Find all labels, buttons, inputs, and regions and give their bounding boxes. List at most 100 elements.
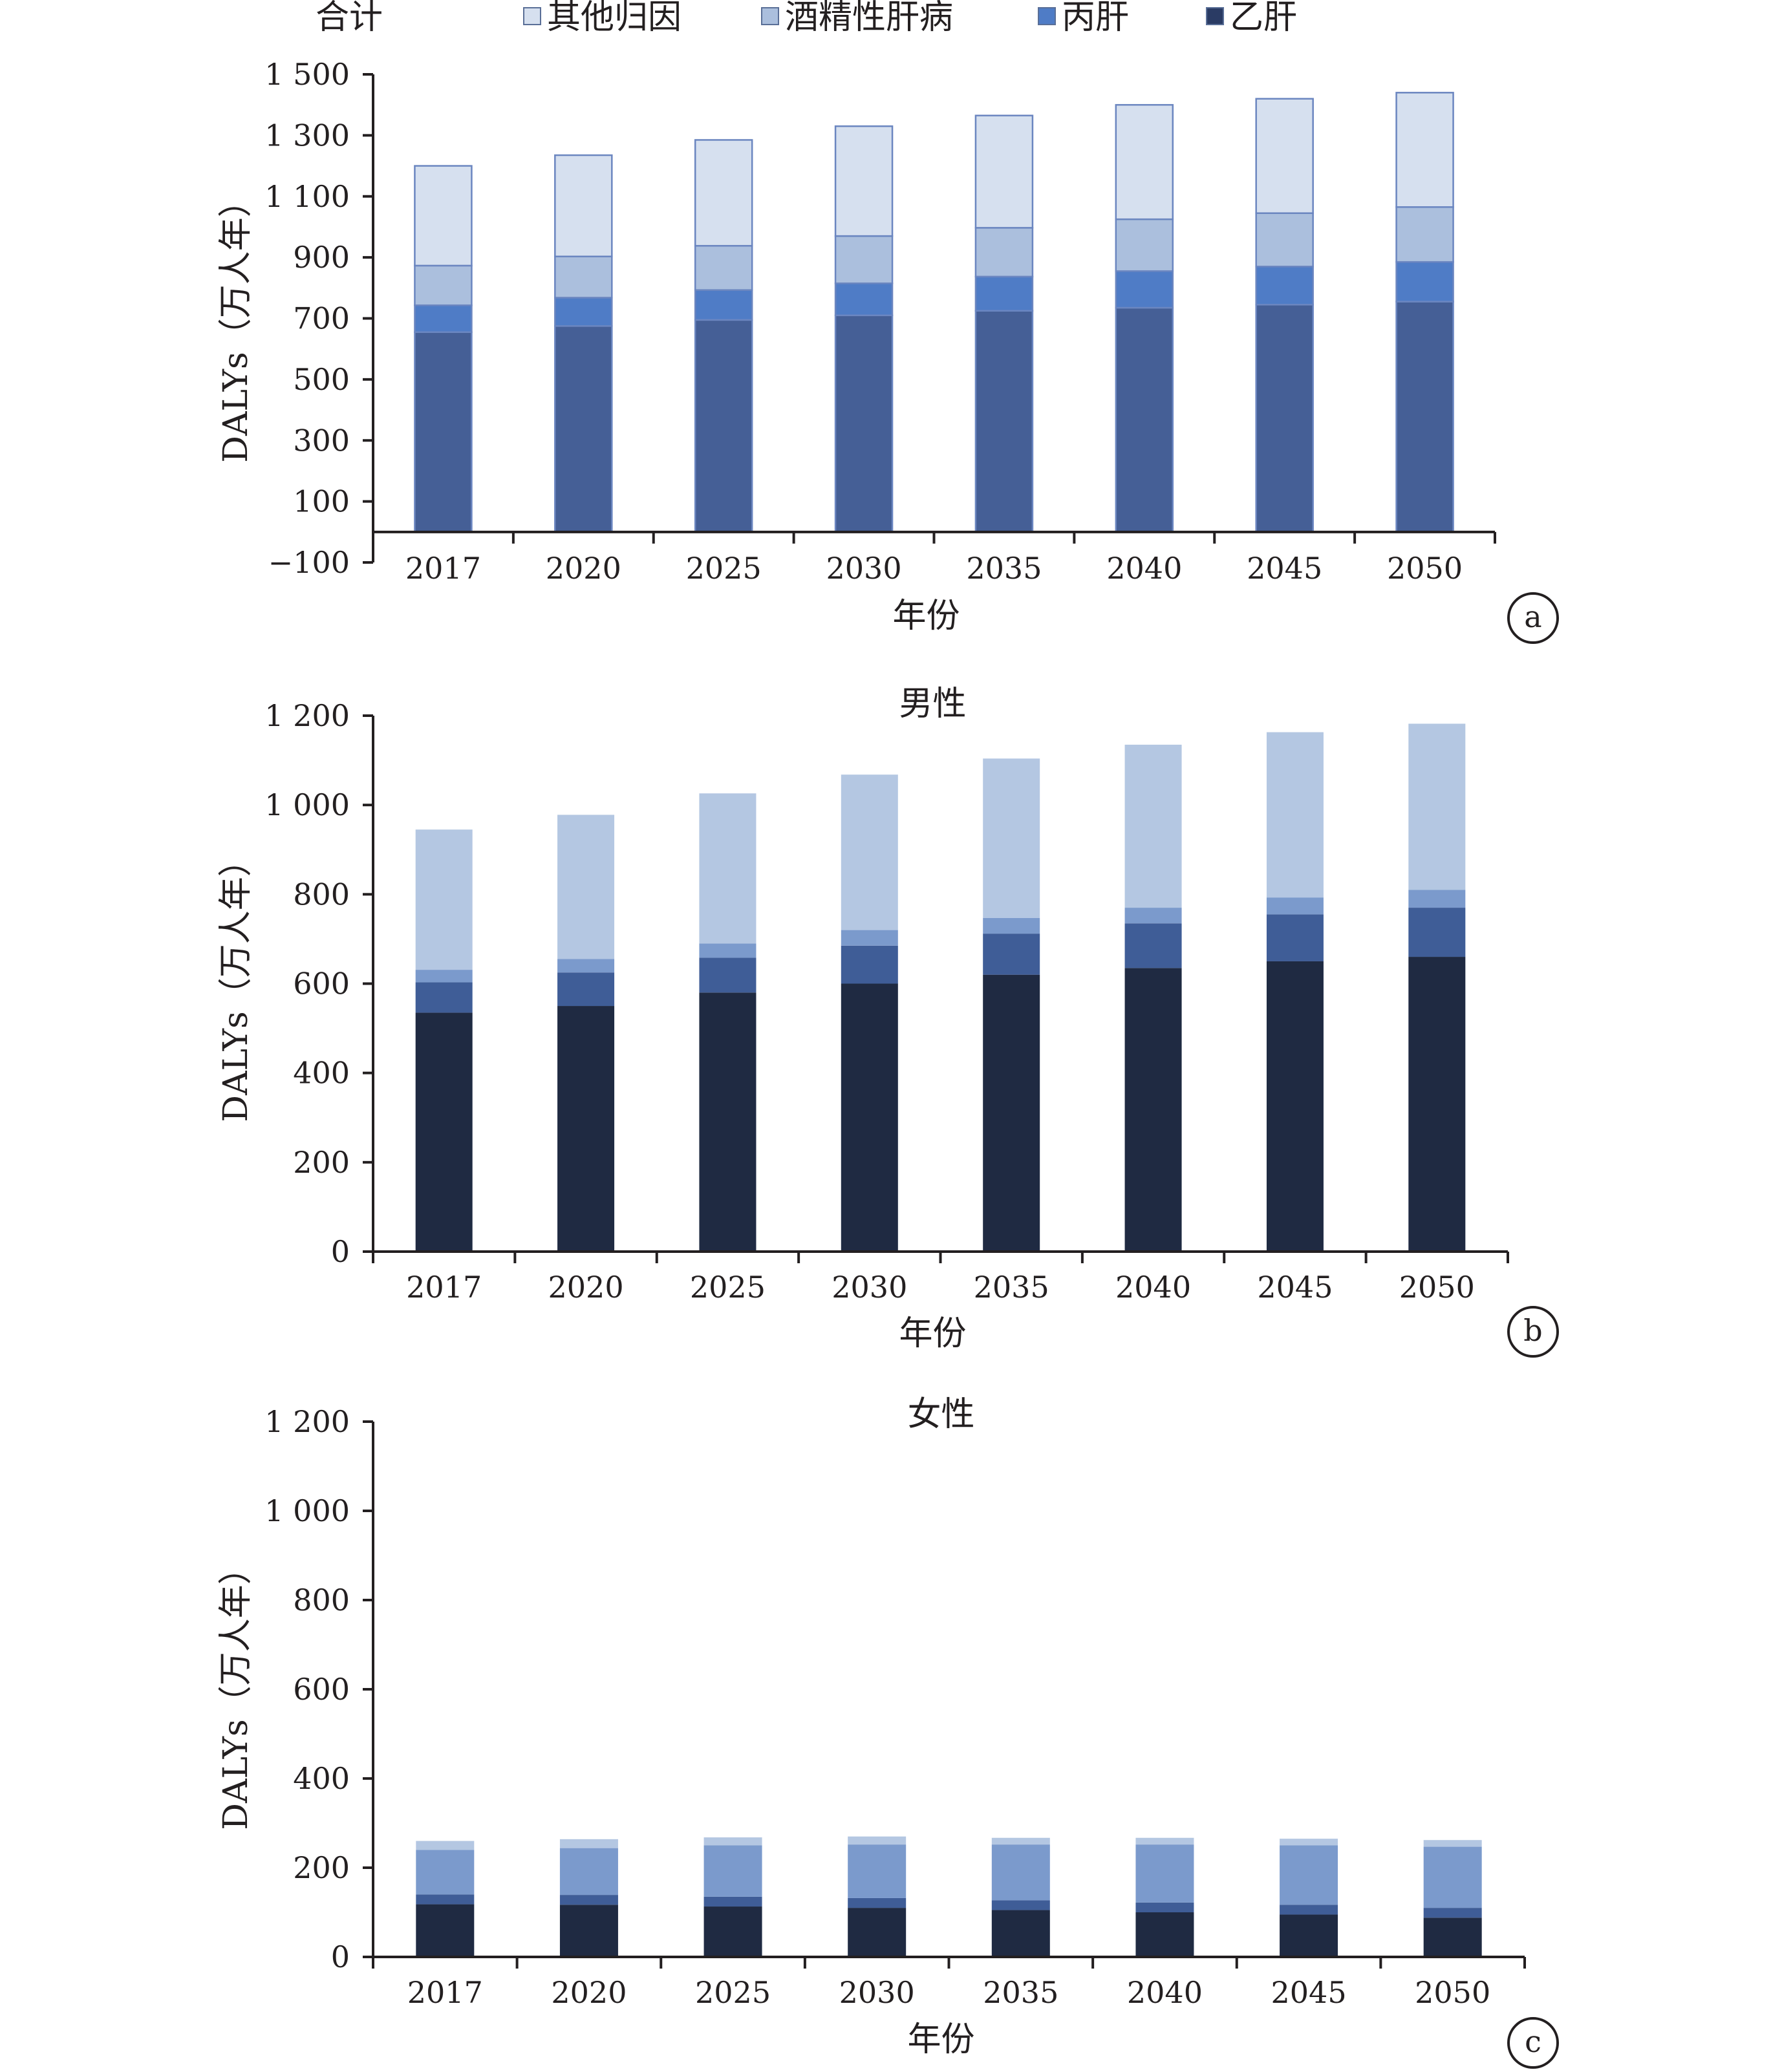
bar-a-2040-s0 [1115,306,1174,533]
y-tick-label-c-3: 600 [293,1672,350,1707]
bar-c-2025-s3 [703,1837,762,1846]
x-axis-label-c: 年份 [907,2020,974,2059]
bar-a-2017-s0 [414,331,473,533]
bar-a-2025-s1 [694,289,753,321]
bar-a-2045-s3 [1255,98,1314,214]
legend-title: 合计 [316,0,383,37]
bar-c-2030-s0 [848,1908,907,1957]
bar-b-2020-s1 [557,972,615,1007]
bar-a-2045-s1 [1255,266,1314,306]
y-tick-label-b-6: 1 200 [264,698,350,733]
x-tick-label-b-4: 2035 [974,1270,1049,1305]
bar-b-2017-s0 [415,1012,473,1252]
bar-a-2050-s2 [1395,206,1454,263]
y-tick-label-b-3: 600 [293,967,350,1001]
bar-b-2045-s2 [1266,897,1324,915]
y-tick-label-c-1: 200 [293,1850,350,1885]
bar-b-2030-s2 [841,930,898,946]
bar-c-2035-s2 [991,1844,1050,1901]
bar-b-2035-s2 [983,917,1040,934]
bar-c-2035-s0 [991,1910,1050,1957]
legend-swatch-3 [1206,7,1224,25]
bar-c-2040-s2 [1135,1844,1194,1903]
x-tick-label-b-1: 2020 [548,1270,624,1305]
bar-a-2020-s3 [554,154,613,257]
bar-b-2040-s3 [1124,744,1182,908]
x-tick-label-c-5: 2040 [1127,1975,1203,2010]
bar-b-2017-s2 [415,970,473,983]
bar-a-2020-s1 [554,297,613,327]
bar-c-2030-s1 [848,1897,907,1908]
bar-c-2045-s3 [1280,1839,1338,1846]
x-tick-label-b-7: 2050 [1399,1270,1475,1305]
bar-b-2030-s0 [841,983,898,1252]
chart-title-c: 女性 [907,1395,974,1434]
x-tick-label-a-7: 2050 [1387,551,1463,586]
bar-a-2017-s1 [414,304,473,333]
bar-a-2050-s1 [1395,261,1454,303]
bar-b-2040-s0 [1124,968,1182,1252]
bar-c-2030-s2 [848,1844,907,1898]
bar-b-2020-s2 [557,959,615,973]
x-tick-label-a-4: 2035 [966,551,1042,586]
legend-label-0: 其他归因 [547,0,682,37]
bar-c-2020-s1 [559,1895,618,1905]
bar-a-2035-s3 [974,114,1034,229]
bar-c-2040-s1 [1135,1902,1194,1912]
bar-a-2050-s0 [1395,301,1454,533]
panel-a: −100 100 300 500 700 900 1 100 1 300 1 500 2017 20… [217,57,1559,644]
bar-a-2017-s2 [414,264,473,306]
bar-b-2017-s3 [415,829,473,970]
bar-c-2030-s3 [848,1836,907,1845]
bar-b-2050-s0 [1408,957,1466,1252]
bar-c-2045-s0 [1280,1914,1338,1957]
y-tick-label-c-6: 1 200 [264,1404,350,1439]
panel-badge-circle-c [1507,2017,1559,2069]
bar-a-2025-s3 [694,139,753,247]
x-tick-label-b-0: 2017 [406,1270,482,1305]
bar-a-2030-s0 [834,314,894,533]
y-tick-label-a-2: 300 [293,423,350,458]
x-tick-label-a-5: 2040 [1106,551,1182,586]
bar-b-2030-s1 [841,945,898,984]
bar-b-2050-s1 [1408,908,1466,957]
bar-c-2020-s2 [559,1848,618,1896]
y-tick-label-c-5: 1 000 [264,1493,350,1528]
bar-c-2020-s0 [559,1905,618,1957]
bar-b-2050-s3 [1408,723,1466,890]
bar-a-2035-s0 [974,310,1034,533]
bar-a-2040-s1 [1115,270,1174,309]
bar-b-2045-s1 [1266,914,1324,961]
bar-c-2040-s3 [1135,1837,1194,1845]
legend-label-3: 乙肝 [1230,0,1297,37]
legend-swatch-0 [523,7,541,25]
bar-c-2020-s3 [559,1839,618,1848]
bar-b-2025-s1 [699,957,757,993]
x-tick-label-a-3: 2030 [826,551,902,586]
x-tick-label-c-2: 2025 [695,1975,771,2010]
bar-b-2050-s2 [1408,890,1466,908]
y-tick-label-a-4: 700 [293,301,350,336]
panel-b: 0 200 400 600 800 1 000 1 200 2017 2020 2025 2030 2… [217,685,1559,1358]
x-axis-label-b: 年份 [899,1314,966,1353]
y-axis-label-c: DALYs（万人年） [217,1551,255,1830]
x-tick-label-a-6: 2045 [1247,551,1322,586]
panel-badge-circle-b [1507,1306,1559,1358]
panel-badge-circle-a [1507,592,1559,644]
bar-b-2030-s3 [841,774,898,930]
bar-c-2040-s0 [1135,1912,1194,1957]
bar-b-2017-s1 [415,982,473,1013]
y-tick-label-a-1: 100 [293,484,350,519]
bar-b-2045-s0 [1266,961,1324,1252]
x-tick-label-c-7: 2050 [1415,1975,1490,2010]
legend-swatch-2 [1038,7,1056,25]
y-tick-label-c-0: 0 [331,1939,350,1974]
y-axis-label-b: DALYs（万人年） [217,843,255,1122]
x-axis-label-a: 年份 [892,597,960,635]
bar-b-2025-s0 [699,992,757,1252]
y-tick-label-b-4: 800 [293,877,350,912]
y-tick-label-a-0: −100 [268,545,350,580]
y-tick-label-c-4: 800 [293,1583,350,1618]
bar-c-2050-s1 [1423,1908,1482,1918]
